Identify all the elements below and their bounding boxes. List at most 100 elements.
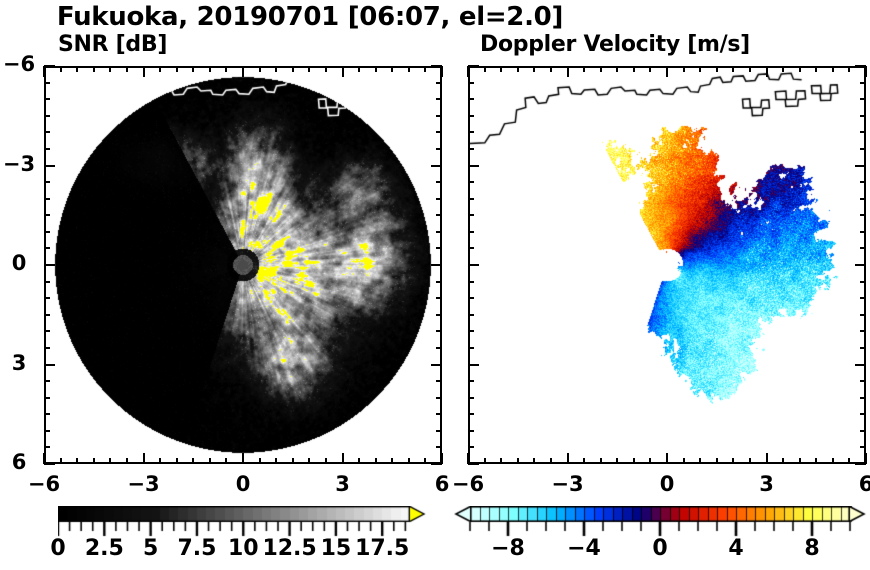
y-tick-right-snr [431,65,442,67]
x-tick-top-doppler [699,66,702,72]
y-tick-right-snr [436,147,442,150]
x-tick-top-doppler [649,66,652,72]
y-tick-right-doppler [855,264,866,266]
x-tick-top-doppler [549,66,552,72]
y-tick-snr [44,81,50,84]
y-tick-right-snr [436,131,442,134]
y-tick-doppler [468,98,474,101]
y-tick-right-snr [436,98,442,101]
x-tick-snr [308,458,311,464]
x-tick-top-snr [242,66,244,77]
plot-area-doppler [468,66,866,464]
x-tick-top-doppler [782,66,785,72]
x-tick-top-snr [59,66,62,72]
x-tick-top-snr [291,66,294,72]
y-tick-right-snr [436,214,442,217]
y-tick-right-doppler [855,164,866,167]
y-tick-right-snr [431,363,442,366]
x-tick-top-snr [424,66,427,72]
y-tick-doppler [468,181,474,184]
y-tick-right-doppler [860,247,866,250]
y-tick-right-doppler [860,429,866,432]
y-tick-right-snr [436,230,442,233]
y-tick-snr [44,181,50,184]
x-tick-snr [225,458,228,464]
x-tick-doppler [782,458,785,464]
y-tick-right-snr [436,446,442,449]
x-tick-top-snr [142,66,145,77]
y-tick-right-snr [431,164,442,167]
x-tick-snr [76,458,79,464]
y-tick-right-snr [431,264,442,266]
x-ticklabel-doppler-3: 3 [759,472,774,496]
y-tick-snr [44,330,50,333]
x-tick-doppler [616,458,619,464]
y-tick-right-doppler [860,313,866,316]
snr-cbar-label-5: 12.5 [262,536,317,561]
x-tick-top-snr [159,66,162,72]
x-tick-top-snr [109,66,112,72]
y-tick-snr [44,429,50,432]
y-tick-right-doppler [860,181,866,184]
y-tick-snr [44,230,50,233]
doppler-cbar-label-2: 0 [652,536,668,561]
x-tick-doppler [549,458,552,464]
snr-colorbar [58,506,430,546]
y-ticklabel-snr-2: 0 [11,251,27,275]
x-tick-top-snr [275,66,278,72]
x-tick-top-snr [341,66,344,77]
y-tick-right-doppler [860,214,866,217]
x-tick-top-doppler [467,66,469,77]
y-tick-doppler [468,247,474,250]
x-ticklabel-snr-3: 3 [335,472,350,496]
x-tick-doppler [483,458,486,464]
y-tick-doppler [468,65,479,67]
y-tick-right-doppler [860,197,866,200]
x-tick-snr [275,458,278,464]
x-tick-top-doppler [516,66,519,72]
x-tick-top-doppler [815,66,818,72]
x-tick-snr [358,458,361,464]
x-tick-snr [142,453,145,464]
x-tick-top-snr [92,66,95,72]
x-tick-top-doppler [632,66,635,72]
y-tick-right-snr [436,413,442,416]
snr-cbar-label-6: 15 [320,536,352,561]
x-tick-top-doppler [682,66,685,72]
x-tick-snr [125,458,128,464]
doppler-colorbar [454,506,870,546]
x-tick-snr [242,453,244,464]
x-tick-top-doppler [848,66,851,72]
y-ticklabel-snr-0: 6 [11,450,27,474]
y-tick-right-snr [436,380,442,383]
x-tick-top-doppler [533,66,536,72]
x-tick-top-doppler [765,66,768,77]
x-tick-doppler [632,458,635,464]
y-tick-right-snr [436,313,442,316]
x-tick-doppler [682,458,685,464]
x-tick-top-doppler [748,66,751,72]
y-tick-doppler [468,214,474,217]
x-tick-snr [324,458,327,464]
y-tick-snr [44,313,50,316]
y-tick-doppler [468,131,474,134]
y-tick-doppler [468,264,479,266]
y-tick-right-doppler [860,114,866,117]
x-tick-top-snr [407,66,410,72]
y-tick-snr [44,131,50,134]
y-tick-right-doppler [860,346,866,349]
x-tick-top-doppler [483,66,486,72]
y-tick-right-snr [436,81,442,84]
x-tick-snr [258,458,261,464]
x-tick-doppler [599,458,602,464]
x-tick-snr [175,458,178,464]
x-tick-doppler [666,453,668,464]
y-tick-snr [44,396,50,399]
x-tick-snr [291,458,294,464]
x-tick-doppler [865,453,867,464]
x-tick-snr [441,453,443,464]
y-tick-snr [44,446,50,449]
y-tick-right-snr [436,247,442,250]
y-tick-snr [44,214,50,217]
y-tick-right-doppler [855,463,866,465]
